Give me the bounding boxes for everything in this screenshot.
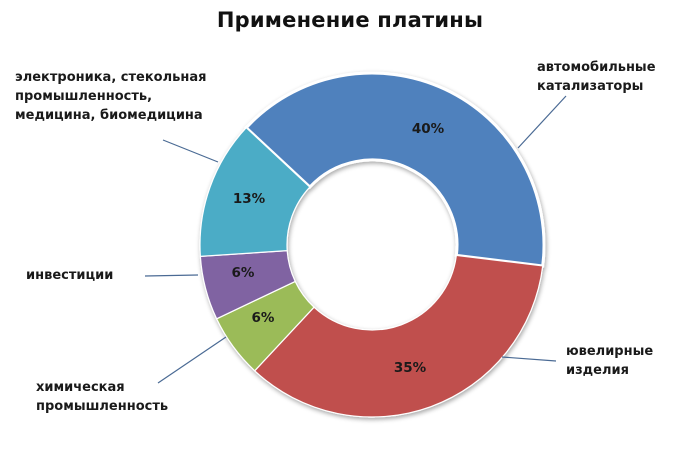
label-investments: инвестиции	[26, 266, 113, 285]
label-line: промышленность,	[15, 89, 153, 104]
leader-line-electro	[162, 139, 219, 163]
label-line: изделия	[566, 363, 629, 378]
label-line: автомобильные	[537, 60, 656, 75]
label-chemical-industry: химическая промышленность	[36, 378, 168, 416]
value-label-chem: 6%	[251, 310, 275, 326]
label-line: инвестиции	[26, 268, 114, 283]
label-line: химическая	[36, 380, 125, 395]
donut-slice-electronics	[199, 126, 311, 258]
leader-line-auto	[517, 95, 567, 149]
value-label-invest: 6%	[231, 265, 255, 281]
label-jewelry: ювелирные изделия	[566, 342, 653, 380]
leader-line-invest	[144, 274, 199, 277]
label-line: электроника, стекольная	[15, 70, 207, 85]
label-line: медицина, биомедицина	[15, 108, 203, 123]
donut-slice-auto-catalysts	[244, 71, 546, 268]
value-label-auto: 40%	[411, 121, 445, 137]
label-line: катализаторы	[537, 79, 644, 94]
value-label-jewel: 35%	[393, 360, 427, 376]
label-electronics: электроника, стекольная промышленность, …	[15, 68, 206, 125]
leader-line-jewel	[501, 356, 557, 362]
label-line: промышленность	[36, 399, 169, 414]
label-auto-catalysts: автомобильные катализаторы	[537, 58, 656, 96]
value-label-electro: 13%	[232, 191, 266, 207]
leader-line-chem	[157, 336, 227, 384]
chart-title: Применение платины	[216, 8, 484, 32]
donut-slice-jewelry	[253, 254, 544, 418]
label-line: ювелирные	[566, 344, 654, 359]
